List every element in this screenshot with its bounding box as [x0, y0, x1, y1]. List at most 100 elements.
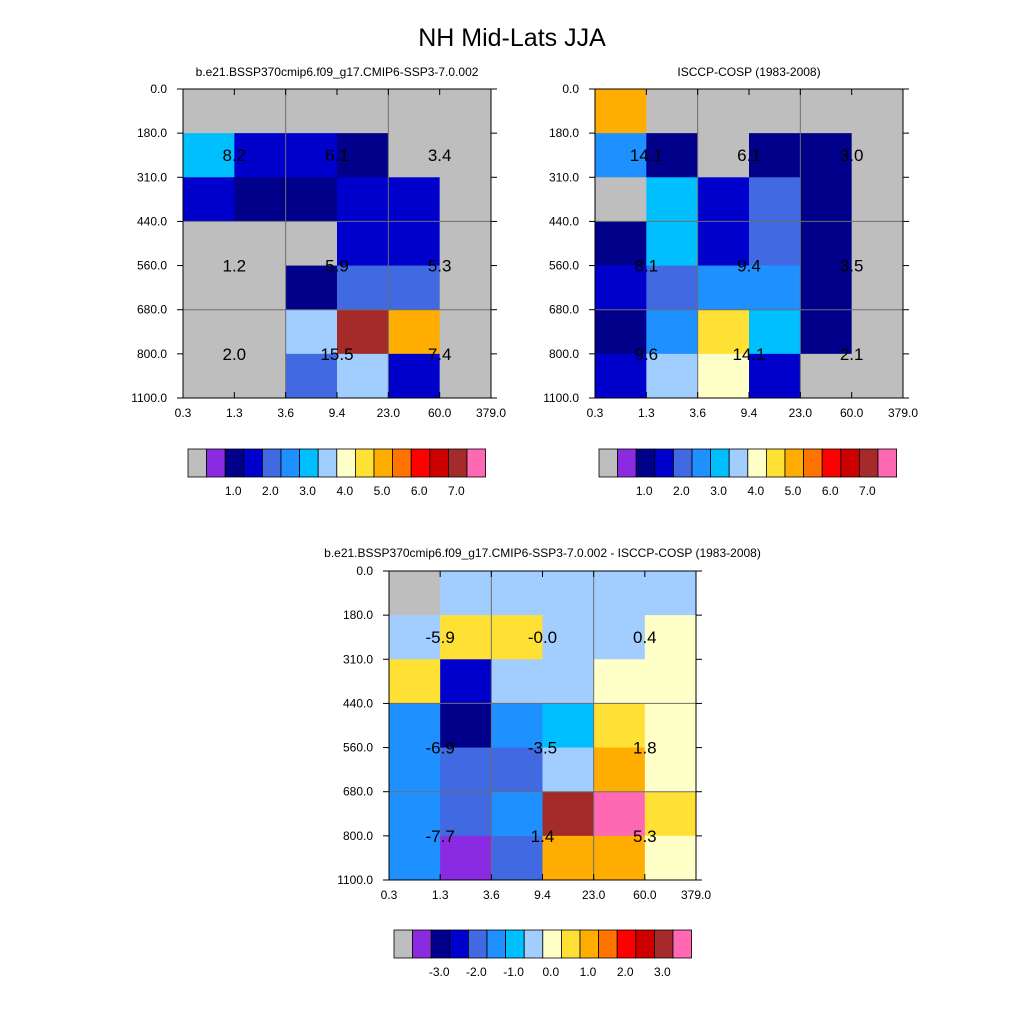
colorbar-swatch — [187, 448, 208, 478]
heatmap-cell — [593, 791, 646, 837]
y-tick-label: 440.0 — [343, 696, 373, 710]
colorbar-swatch — [635, 929, 655, 959]
heatmap-cell — [234, 89, 287, 134]
heatmap-cell — [644, 659, 697, 704]
box-value-label: 6.1 — [737, 146, 761, 165]
x-tick-label: 379.0 — [476, 406, 506, 420]
heatmap-cell — [646, 133, 699, 178]
heatmap-cell — [697, 353, 750, 399]
x-tick-label: 0.3 — [587, 406, 604, 420]
heatmap-cell — [491, 835, 543, 881]
heatmap-cell — [851, 309, 904, 355]
heatmap-cell — [542, 835, 595, 881]
y-tick-label: 800.0 — [343, 829, 373, 843]
box-value-label: 6.1 — [325, 146, 349, 165]
box-value-label: 5.3 — [428, 257, 452, 276]
colorbar-label: -3.0 — [429, 965, 450, 979]
heatmap-cell — [337, 353, 389, 399]
heatmap-cell — [439, 133, 492, 178]
colorbar-swatch — [430, 929, 451, 959]
colorbar-swatch — [412, 929, 432, 959]
heatmap-cell — [542, 747, 595, 793]
heatmap-cell — [389, 791, 441, 837]
heatmap-cell — [697, 133, 750, 178]
colorbar-swatch — [392, 448, 412, 478]
colorbar-swatch — [616, 929, 637, 959]
heatmap-cell — [749, 177, 801, 222]
colorbar-label: 3.0 — [710, 484, 727, 498]
heatmap-cell — [697, 89, 750, 134]
colorbar-swatch — [598, 448, 619, 478]
colorbar-swatch — [410, 448, 431, 478]
colorbar-swatch — [877, 448, 898, 478]
box-value-label: -0.0 — [528, 628, 557, 647]
box-value-label: 15.5 — [320, 345, 353, 364]
x-tick-label: 9.4 — [329, 406, 346, 420]
heatmap-cell — [646, 177, 699, 222]
heatmap-cell — [439, 89, 492, 134]
heatmap-cell — [542, 703, 595, 748]
heatmap-cell — [800, 221, 853, 266]
colorbar-label: 3.0 — [654, 965, 671, 979]
colorbar-label: 3.0 — [299, 484, 316, 498]
heatmap-cell — [183, 177, 235, 222]
colorbar-label: 1.0 — [225, 484, 242, 498]
heatmap-cell — [595, 265, 647, 311]
heatmap-cell — [851, 353, 904, 399]
heatmap-cell — [183, 309, 235, 355]
x-tick-label: 23.0 — [789, 406, 813, 420]
heatmap-cell — [593, 703, 646, 748]
figure-title: NH Mid-Lats JJA — [418, 24, 606, 52]
heatmap-cell — [439, 177, 492, 222]
colorbar-swatch — [449, 929, 469, 959]
heatmap-cell — [234, 353, 287, 399]
heatmap-cell — [337, 177, 389, 222]
colorbar-swatch — [617, 448, 637, 478]
heatmap-cell — [646, 221, 699, 266]
heatmap-cell — [542, 659, 595, 704]
y-tick-label: 180.0 — [343, 608, 373, 622]
model-panel: b.e21.BSSP370cmip6.f09_g17.CMIP6-SSP3-7.… — [131, 65, 506, 498]
y-tick-label: 680.0 — [137, 303, 167, 317]
x-tick-label: 1.3 — [432, 888, 449, 902]
heatmap-cell — [595, 133, 647, 178]
heatmap-cell — [440, 835, 492, 881]
x-tick-label: 9.4 — [741, 406, 758, 420]
y-tick-label: 440.0 — [549, 214, 579, 228]
heatmap-cell — [388, 265, 441, 311]
box-value-label: 7.4 — [428, 345, 452, 364]
colorbar-swatch — [710, 448, 730, 478]
box-value-label: 5.9 — [325, 257, 349, 276]
heatmap-cell — [644, 615, 697, 660]
x-tick-label: 1.3 — [638, 406, 655, 420]
colorbar-swatch — [654, 929, 674, 959]
heatmap-cell — [234, 133, 287, 178]
panel-title: ISCCP-COSP (1983-2008) — [677, 65, 820, 79]
observation-panel: ISCCP-COSP (1983-2008) 14.1 6.1 3.0 8.1 9.4 3.… — [543, 65, 918, 498]
box-value-label: 8.1 — [635, 257, 659, 276]
heatmap-cell — [234, 309, 287, 355]
box-value-label: 14.1 — [732, 345, 765, 364]
heatmap-cell — [285, 221, 338, 266]
heatmap-cell — [593, 571, 646, 616]
heatmap-cell — [440, 571, 492, 616]
colorbar-swatch — [447, 448, 468, 478]
heatmap-cell — [337, 133, 389, 178]
heatmap-cell — [440, 703, 492, 748]
colorbar-swatch — [505, 929, 525, 959]
heatmap-cell — [234, 265, 287, 311]
colorbar-label: 2.0 — [617, 965, 634, 979]
colorbar-swatch — [523, 929, 544, 959]
heatmap-cell — [337, 89, 389, 134]
box-value-label: 9.4 — [737, 257, 761, 276]
heatmap-cell — [697, 221, 750, 266]
colorbar-swatch — [429, 448, 449, 478]
heatmap-cell — [595, 221, 647, 266]
colorbar-label: 6.0 — [822, 484, 839, 498]
difference-panel: b.e21.BSSP370cmip6.f09_g17.CMIP6-SSP3-7.… — [324, 546, 761, 979]
colorbar-swatch — [673, 448, 693, 478]
heatmap-cell — [388, 309, 441, 355]
x-tick-label: 1.3 — [226, 406, 243, 420]
heatmap-cell — [285, 309, 338, 355]
heatmap-cell — [542, 615, 595, 660]
